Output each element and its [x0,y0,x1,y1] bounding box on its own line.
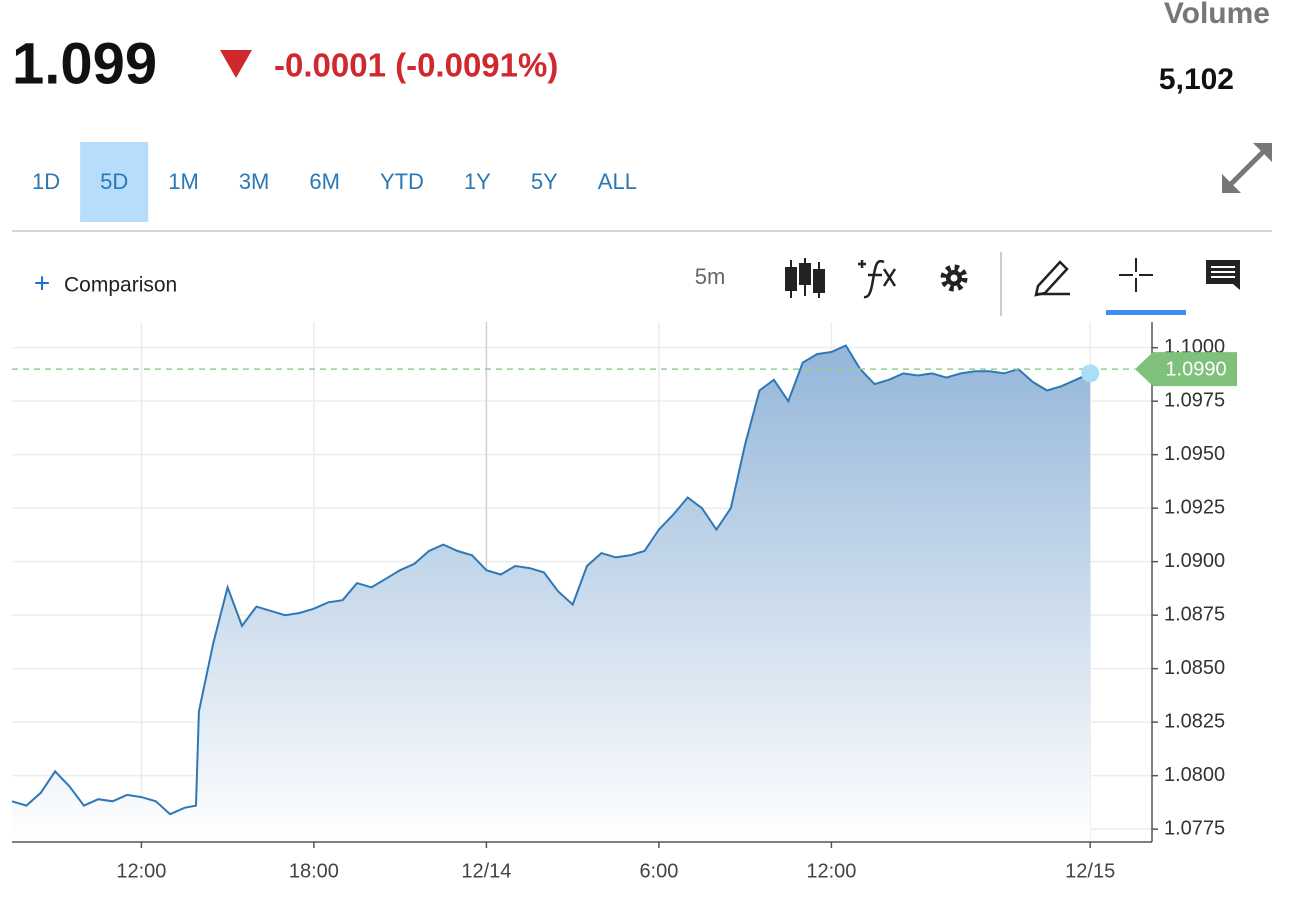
chart: 1.0775 1.0800 1.0825 1.0850 1.0875 1.0900 1.09… [11,322,1237,882]
interval[interactable]: 5m [695,264,726,289]
last-point [1081,364,1100,383]
draw-icon[interactable] [1034,260,1070,297]
y-tick-label: 1.0900 [1164,550,1225,572]
volume: 5,102 [1159,63,1234,96]
x-tick-label: 12/14 [461,860,511,882]
y-tick-label: 1.0825 [1164,710,1225,732]
settings-icon[interactable] [940,264,968,292]
range-button[interactable]: 5Y [531,169,558,194]
comparison[interactable]: Comparison [64,274,177,297]
volume-label: Volume [1164,0,1270,30]
price-line [11,344,1091,816]
range-buttons: 1D 5D 1M 3M 6M YTD 1Y 5Y ALL [32,142,637,222]
expand-icon[interactable] [1222,143,1272,193]
range-button[interactable]: 3M [239,169,270,194]
area [12,345,1091,842]
x-tick-label: 6:00 [639,860,678,882]
candles-icon[interactable] [785,258,825,298]
last-price-label: 1.0990 [1165,358,1226,380]
range-button[interactable]: 1Y [464,169,491,194]
x-tick-label: 12/15 [1065,860,1115,882]
down-arrow [220,50,252,78]
y-tick-label: 1.0800 [1164,764,1225,786]
y-tick-label: 1.0850 [1164,657,1225,679]
fx-icon[interactable] [858,259,897,299]
range-button[interactable]: 5D [100,169,128,194]
range-button[interactable]: 1D [32,169,60,194]
y-tick-label: 1.0875 [1164,603,1225,625]
comment-icon[interactable] [1206,260,1240,290]
active-tool-indicator [1106,310,1186,315]
range-button[interactable]: 6M [309,169,340,194]
range-button[interactable]: YTD [380,169,424,194]
range-button[interactable]: 1M [168,169,199,194]
plus-icon[interactable]: + [34,267,50,298]
range-button[interactable]: ALL [598,169,637,194]
price: 1.099 [12,31,157,96]
x-tick-label: 12:00 [116,860,166,882]
x-tick-label: 18:00 [289,860,339,882]
range-highlight [80,142,149,222]
y-tick-label: 1.0975 [1164,389,1225,411]
y-tick-label: 1.0950 [1164,443,1225,465]
last-price-tag [1135,352,1237,387]
y-tick-label: 1.0925 [1164,496,1225,518]
y-tick-label: 1.0775 [1164,817,1225,839]
x-tick-label: 12:00 [806,860,856,882]
crosshair-icon[interactable] [1119,258,1153,292]
price-change: -0.0001 (-0.0091%) [274,47,558,84]
